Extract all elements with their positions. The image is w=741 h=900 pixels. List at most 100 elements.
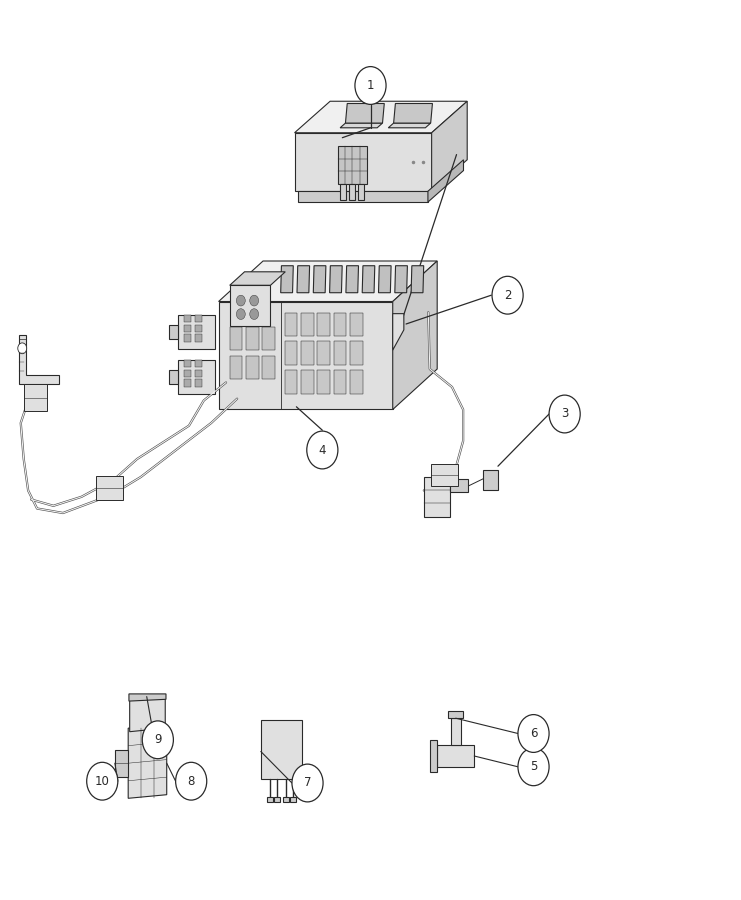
Bar: [184, 370, 191, 377]
Circle shape: [142, 721, 173, 759]
Circle shape: [492, 276, 523, 314]
Circle shape: [518, 748, 549, 786]
Bar: [350, 312, 362, 336]
Polygon shape: [19, 335, 59, 384]
Polygon shape: [411, 266, 424, 292]
Polygon shape: [313, 266, 326, 292]
Polygon shape: [451, 718, 461, 745]
Bar: [195, 370, 202, 377]
Polygon shape: [169, 325, 178, 339]
Polygon shape: [430, 740, 437, 772]
Circle shape: [236, 295, 245, 306]
Bar: [195, 380, 202, 387]
Text: 4: 4: [319, 444, 326, 456]
Polygon shape: [281, 266, 293, 292]
Polygon shape: [274, 796, 280, 802]
Bar: [301, 370, 313, 393]
Bar: [262, 327, 275, 350]
Polygon shape: [230, 285, 270, 326]
Polygon shape: [283, 796, 289, 802]
Text: 5: 5: [530, 760, 537, 773]
Circle shape: [292, 764, 323, 802]
Polygon shape: [178, 360, 215, 394]
Polygon shape: [424, 477, 450, 517]
Polygon shape: [129, 694, 166, 701]
Bar: [246, 356, 259, 379]
Polygon shape: [340, 184, 346, 201]
Polygon shape: [219, 302, 393, 410]
Polygon shape: [128, 728, 167, 798]
Polygon shape: [294, 133, 431, 192]
Bar: [96, 476, 123, 500]
Polygon shape: [345, 104, 385, 123]
Bar: [195, 335, 202, 342]
Bar: [195, 360, 202, 367]
Polygon shape: [393, 313, 404, 350]
Bar: [285, 312, 297, 336]
Circle shape: [250, 295, 259, 306]
Bar: [184, 335, 191, 342]
Circle shape: [307, 431, 338, 469]
Circle shape: [518, 715, 549, 752]
Bar: [184, 325, 191, 332]
Polygon shape: [297, 266, 310, 292]
Bar: [195, 315, 202, 322]
Bar: [301, 341, 313, 365]
Polygon shape: [437, 745, 474, 767]
Polygon shape: [178, 315, 215, 349]
Circle shape: [355, 67, 386, 104]
Bar: [333, 312, 346, 336]
Bar: [333, 341, 346, 365]
Polygon shape: [428, 160, 464, 202]
Polygon shape: [169, 370, 178, 384]
Bar: [262, 356, 275, 379]
Bar: [24, 384, 47, 411]
Polygon shape: [267, 796, 273, 802]
Polygon shape: [290, 796, 296, 802]
Bar: [184, 315, 191, 322]
Text: 7: 7: [304, 777, 311, 789]
Circle shape: [236, 309, 245, 320]
Text: 10: 10: [95, 775, 110, 788]
Bar: [230, 327, 242, 350]
Polygon shape: [294, 102, 468, 133]
Bar: [333, 370, 346, 393]
Polygon shape: [298, 192, 428, 202]
Bar: [285, 370, 297, 393]
Bar: [230, 356, 242, 379]
Polygon shape: [346, 266, 359, 292]
Polygon shape: [483, 470, 498, 490]
Text: 9: 9: [154, 734, 162, 746]
Text: 1: 1: [367, 79, 374, 92]
Circle shape: [18, 343, 27, 354]
Circle shape: [250, 309, 259, 320]
Polygon shape: [395, 266, 408, 292]
Polygon shape: [340, 123, 382, 128]
Polygon shape: [219, 261, 437, 302]
Polygon shape: [431, 102, 468, 192]
Circle shape: [176, 762, 207, 800]
Polygon shape: [349, 184, 356, 201]
Polygon shape: [393, 104, 433, 123]
Circle shape: [87, 762, 118, 800]
Bar: [317, 370, 330, 393]
Bar: [184, 360, 191, 367]
Bar: [350, 370, 362, 393]
Bar: [317, 312, 330, 336]
Polygon shape: [230, 272, 285, 285]
Polygon shape: [362, 266, 375, 292]
Polygon shape: [379, 266, 391, 292]
Text: 3: 3: [561, 408, 568, 420]
Polygon shape: [388, 123, 431, 128]
Polygon shape: [450, 479, 468, 492]
Polygon shape: [393, 261, 437, 410]
Polygon shape: [115, 750, 128, 777]
Bar: [317, 341, 330, 365]
Bar: [285, 341, 297, 365]
Bar: [195, 325, 202, 332]
Bar: [184, 380, 191, 387]
Polygon shape: [359, 184, 365, 201]
Bar: [246, 327, 259, 350]
Text: 6: 6: [530, 727, 537, 740]
Text: 2: 2: [504, 289, 511, 302]
